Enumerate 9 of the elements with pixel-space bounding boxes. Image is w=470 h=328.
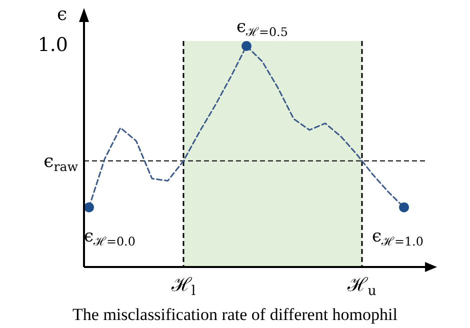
text: ℋ$_{u}$ [346, 274, 377, 299]
annotation: ϵ$_{ℋ=1.0}$ [372, 226, 424, 248]
text: 1.0 [38, 34, 68, 56]
text: ℋ$_{l}$ [170, 274, 196, 299]
y-axis-title: ϵ [56, 4, 68, 25]
text: ϵ$_{ℋ=0.5}$ [236, 17, 288, 39]
text: The misclassification rate of different homophil [72, 305, 398, 324]
annotation: ϵ$_{ℋ=0.0}$ [84, 226, 136, 248]
ref-line-label: ϵ$_{raw}$ [44, 150, 78, 174]
